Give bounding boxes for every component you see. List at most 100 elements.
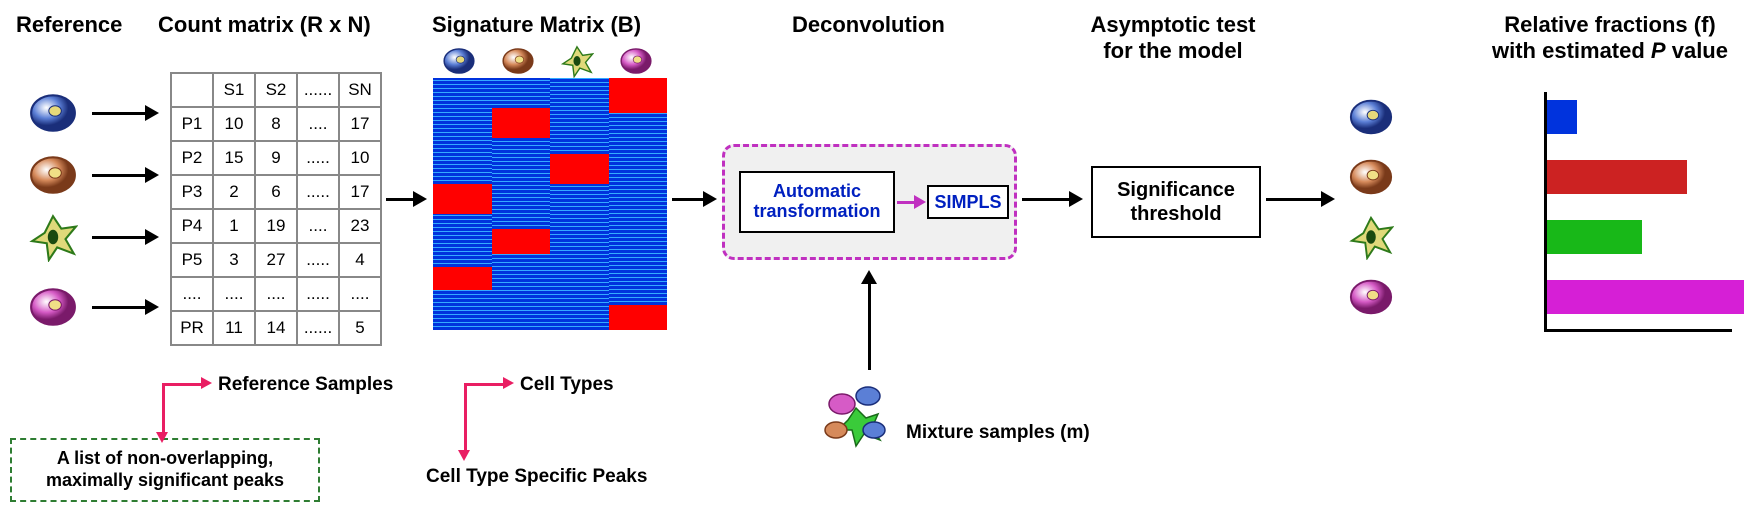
heatmap-column: [550, 78, 609, 330]
peaks-box: A list of non-overlapping, maximally sig…: [10, 438, 320, 502]
arrow: [868, 284, 871, 370]
table-cell: SN: [339, 73, 381, 107]
table-cell: ....: [171, 277, 213, 311]
bar-orange: [1547, 160, 1687, 194]
arrow: [672, 198, 704, 201]
table-cell: P1: [171, 107, 213, 141]
heading-reference: Reference: [16, 12, 122, 38]
bar-blue: [1547, 100, 1577, 134]
table-cell: P2: [171, 141, 213, 175]
cell-orange-icon: [28, 150, 82, 196]
pink-connector: [464, 383, 504, 386]
table-cell: 10: [339, 141, 381, 175]
ref-samples-label: Reference Samples: [218, 374, 393, 396]
arrow: [92, 236, 146, 239]
table-cell: 8: [255, 107, 297, 141]
table-cell: P3: [171, 175, 213, 209]
heading-count: Count matrix (R x N): [158, 12, 371, 38]
arrow: [1266, 198, 1322, 201]
table-cell: [171, 73, 213, 107]
arrow: [386, 198, 414, 201]
table-cell: 19: [255, 209, 297, 243]
table-cell: 14: [255, 311, 297, 345]
table-cell: ....: [255, 277, 297, 311]
table-cell: 17: [339, 175, 381, 209]
pink-connector: [162, 383, 165, 433]
heading-signature: Signature Matrix (B): [432, 12, 641, 38]
auto-transform-box: Automatic transformation: [739, 171, 895, 233]
table-cell: ....: [213, 277, 255, 311]
arrow-head: [703, 191, 717, 207]
bar-green: [1547, 220, 1642, 254]
deconvolution-box: Automatic transformation SIMPLS: [722, 144, 1017, 260]
heatmap-column: [492, 78, 551, 330]
signature-heatmap: [433, 78, 667, 330]
table-cell: 1: [213, 209, 255, 243]
table-cell: ....: [297, 209, 339, 243]
cell-green-icon: [1348, 214, 1394, 265]
table-cell: ......: [297, 311, 339, 345]
table-cell: 23: [339, 209, 381, 243]
arrow-head: [145, 167, 159, 183]
table-cell: 2: [213, 175, 255, 209]
arrow: [92, 174, 146, 177]
table-cell: 9: [255, 141, 297, 175]
table-cell: .....: [297, 243, 339, 277]
fractions-bar-chart: [1494, 92, 1728, 330]
table-cell: ....: [339, 277, 381, 311]
mixture-cluster-icon: [816, 378, 896, 454]
pink-arrow-head: [201, 377, 212, 389]
table-cell: ......: [297, 73, 339, 107]
purple-arrow: [897, 201, 915, 204]
pink-arrow-head: [156, 432, 168, 443]
table-cell: 11: [213, 311, 255, 345]
arrow: [92, 112, 146, 115]
cell-blue-icon: [28, 88, 82, 134]
cell-blue-icon: [1348, 94, 1394, 145]
purple-arrow-head: [914, 195, 926, 209]
bar-magenta: [1547, 280, 1744, 314]
arrow: [92, 306, 146, 309]
cell-types-label: Cell Types: [520, 374, 614, 396]
arrow-head: [413, 191, 427, 207]
cell-peaks-label: Cell Type Specific Peaks: [426, 466, 647, 488]
table-cell: 17: [339, 107, 381, 141]
cell-green-icon: [28, 212, 82, 258]
mixture-label: Mixture samples (m): [906, 422, 1090, 444]
table-cell: .....: [297, 141, 339, 175]
arrow-head: [145, 299, 159, 315]
count-matrix-table: S1S2......SNP1108....17P2159.....10P326.…: [170, 72, 382, 346]
table-cell: .....: [297, 175, 339, 209]
arrow: [1022, 198, 1070, 201]
arrow-head: [1069, 191, 1083, 207]
axis: [1544, 329, 1732, 332]
table-cell: .....: [297, 277, 339, 311]
table-cell: ....: [297, 107, 339, 141]
pink-arrow-head: [458, 450, 470, 461]
table-cell: 3: [213, 243, 255, 277]
table-cell: 27: [255, 243, 297, 277]
table-cell: S2: [255, 73, 297, 107]
cell-magenta-icon: [28, 282, 82, 328]
pink-connector: [162, 383, 202, 386]
heatmap-column: [609, 78, 668, 330]
arrow-head: [145, 229, 159, 245]
table-cell: 10: [213, 107, 255, 141]
table-cell: P5: [171, 243, 213, 277]
pink-arrow-head: [503, 377, 514, 389]
heatmap-column: [433, 78, 492, 330]
arrow-head: [145, 105, 159, 121]
table-cell: 6: [255, 175, 297, 209]
table-cell: P4: [171, 209, 213, 243]
cell-magenta-icon: [1348, 274, 1394, 325]
heading-asymptotic: Asymptotic test for the model: [1068, 12, 1278, 65]
table-cell: 5: [339, 311, 381, 345]
table-cell: PR: [171, 311, 213, 345]
cell-orange-icon: [1348, 154, 1394, 205]
heading-deconv: Deconvolution: [792, 12, 945, 38]
table-cell: S1: [213, 73, 255, 107]
table-cell: 4: [339, 243, 381, 277]
simpls-box: SIMPLS: [927, 185, 1009, 219]
arrow-head: [1321, 191, 1335, 207]
pink-connector: [464, 383, 467, 451]
